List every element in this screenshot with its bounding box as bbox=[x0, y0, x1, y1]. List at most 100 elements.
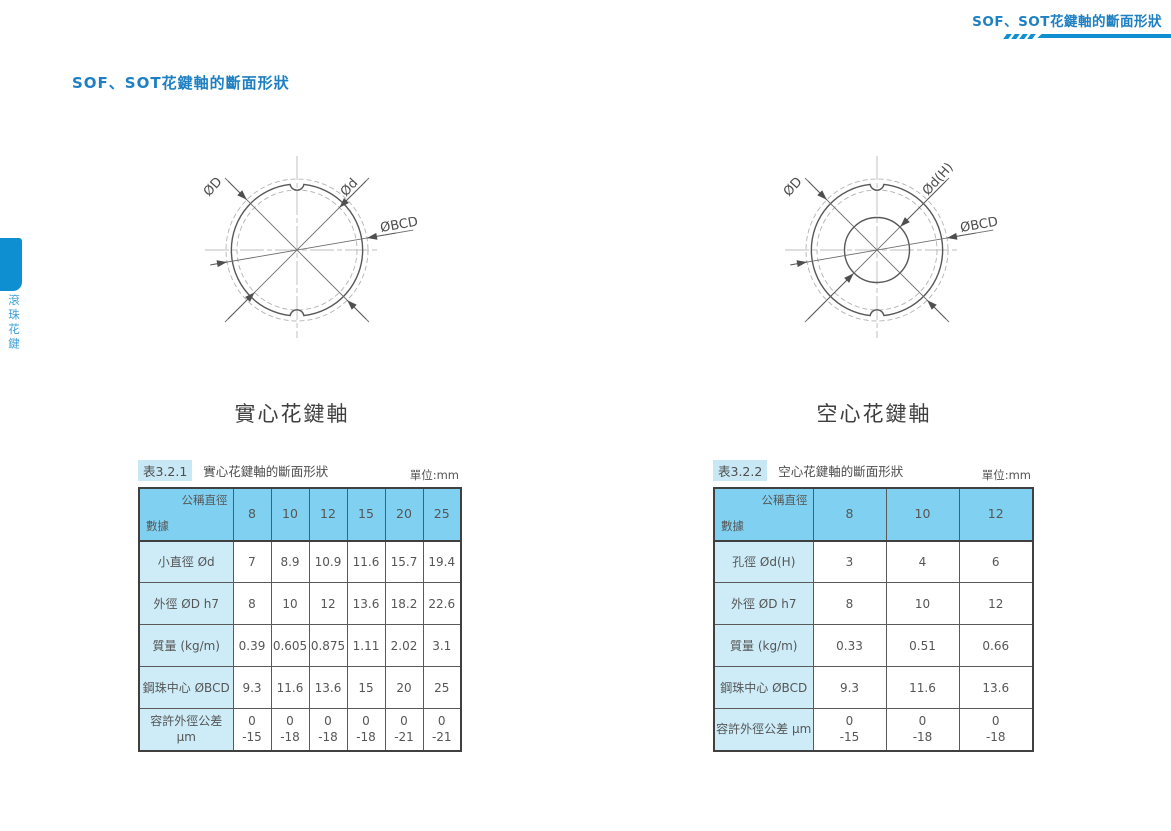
value-cell: 10.9 bbox=[308, 540, 348, 584]
corner-top-label: 公稱直徑 bbox=[181, 493, 228, 507]
value-cell: 1.11 bbox=[346, 624, 386, 668]
solid-shaft-title: 實心花鍵軸 bbox=[234, 402, 350, 426]
table-row: 質量 (kg/m) 0.39 0.605 0.875 1.11 2.02 3.1 bbox=[138, 624, 462, 668]
solid-shaft-diagram: ØD Ød ØBCD bbox=[201, 156, 419, 338]
value-cell: 3 bbox=[812, 540, 887, 584]
unit-label: 單位:mm bbox=[409, 468, 459, 482]
table-caption-row: 表3.2.1 實心花鍵軸的斷面形狀 單位:mm bbox=[138, 460, 460, 482]
value-cell: 20 bbox=[384, 666, 424, 710]
arrow bbox=[926, 299, 947, 320]
value-cell: 15 bbox=[346, 666, 386, 710]
table-row: 質量 (kg/m) 0.33 0.51 0.66 bbox=[713, 624, 1034, 668]
col-header: 10 bbox=[270, 487, 310, 542]
value-cell: 12 bbox=[958, 582, 1034, 626]
value-cell: 10 bbox=[270, 582, 310, 626]
col-header: 20 bbox=[384, 487, 424, 542]
value-cell: 12 bbox=[308, 582, 348, 626]
value-cell: 0 -21 bbox=[384, 708, 424, 752]
arrow bbox=[210, 260, 228, 268]
stripe-icon bbox=[1027, 33, 1036, 39]
shaft-outline bbox=[230, 183, 364, 317]
outer-envelope-circle bbox=[805, 178, 949, 322]
hollow-table-section: 表3.2.2 空心花鍵軸的斷面形狀 單位:mm 公稱直徑 數據 8 10 12 bbox=[713, 460, 1034, 752]
value-cell: 18.2 bbox=[384, 582, 424, 626]
value-cell: 2.02 bbox=[384, 624, 424, 668]
col-header: 8 bbox=[232, 487, 272, 542]
row-label: 孔徑 Ød(H) bbox=[713, 540, 814, 584]
arrow bbox=[346, 299, 367, 320]
header-rule bbox=[1003, 33, 1171, 39]
value-cell: 0 -15 bbox=[812, 708, 887, 752]
value-cell: 0.66 bbox=[958, 624, 1034, 668]
col-header: 15 bbox=[346, 487, 386, 542]
value-cell: 13.6 bbox=[346, 582, 386, 626]
row-label: 小直徑 Ød bbox=[138, 540, 234, 584]
header-rule-bar bbox=[1037, 33, 1171, 39]
value-cell: 0.605 bbox=[270, 624, 310, 668]
dim-label-od: ØD bbox=[201, 175, 226, 200]
arrow bbox=[807, 272, 855, 320]
hollow-shaft-diagram: ØD Ød(H) ØBCD bbox=[781, 156, 999, 338]
arrow bbox=[946, 232, 976, 240]
dim-label-bore: Ød(H) bbox=[920, 160, 957, 199]
value-cell: 25 bbox=[422, 666, 462, 710]
sidebar-chapter-label: 滾珠花鍵 bbox=[7, 294, 21, 352]
corner-bottom-label: 數據 bbox=[146, 519, 169, 534]
value-cell: 6 bbox=[958, 540, 1034, 584]
value-cell: 0.39 bbox=[232, 624, 272, 668]
value-cell: 8 bbox=[232, 582, 272, 626]
arrow bbox=[227, 180, 248, 201]
value-cell: 10 bbox=[885, 582, 960, 626]
unit-label: 單位:mm bbox=[981, 468, 1031, 482]
bore-circle bbox=[843, 216, 911, 284]
running-header: SOF、SOT花鍵軸的斷面形狀 bbox=[972, 14, 1162, 30]
solid-spline-table: 公稱直徑 數據 8 10 12 15 20 25 小直徑 Ød 7 8.9 10… bbox=[138, 487, 462, 752]
row-label: 鋼珠中心 ØBCD bbox=[713, 666, 814, 710]
value-cell: 8.9 bbox=[270, 540, 310, 584]
arrow bbox=[790, 260, 808, 268]
value-cell: 0 -21 bbox=[422, 708, 462, 752]
value-cell: 0 -18 bbox=[346, 708, 386, 752]
dim-label-bcd: ØBCD bbox=[379, 215, 419, 236]
sidebar-tab bbox=[0, 238, 22, 291]
col-header: 8 bbox=[812, 487, 887, 542]
value-cell: 19.4 bbox=[422, 540, 462, 584]
row-label: 容許外徑公差 μm bbox=[138, 708, 234, 752]
row-label: 質量 (kg/m) bbox=[713, 624, 814, 668]
row-label: 質量 (kg/m) bbox=[138, 624, 234, 668]
row-label: 外徑 ØD h7 bbox=[138, 582, 234, 626]
row-label: 外徑 ØD h7 bbox=[713, 582, 814, 626]
value-cell: 0 -15 bbox=[232, 708, 272, 752]
value-cell: 0 -18 bbox=[958, 708, 1034, 752]
table-row: 孔徑 Ød(H) 3 4 6 bbox=[713, 540, 1034, 584]
hollow-shaft-title: 空心花鍵軸 bbox=[816, 402, 932, 426]
dim-label-od: ØD bbox=[781, 175, 806, 200]
dim-label-dsmall: Ød bbox=[338, 176, 362, 200]
value-cell: 7 bbox=[232, 540, 272, 584]
corner-cell: 公稱直徑 數據 bbox=[138, 487, 234, 542]
arrow bbox=[807, 180, 828, 201]
col-header: 12 bbox=[958, 487, 1034, 542]
value-cell: 11.6 bbox=[270, 666, 310, 710]
corner-cell: 公稱直徑 數據 bbox=[713, 487, 814, 542]
table-caption: 實心花鍵軸的斷面形狀 bbox=[203, 464, 329, 479]
table-row: 容許外徑公差 μm 0 -15 0 -18 0 -18 0 -18 0 -21 … bbox=[138, 708, 462, 752]
value-cell: 0.875 bbox=[308, 624, 348, 668]
table-row: 外徑 ØD h7 8 10 12 13.6 18.2 22.6 bbox=[138, 582, 462, 626]
value-cell: 11.6 bbox=[346, 540, 386, 584]
table-row: 鋼珠中心 ØBCD 9.3 11.6 13.6 15 20 25 bbox=[138, 666, 462, 710]
table-caption-row: 表3.2.2 空心花鍵軸的斷面形狀 單位:mm bbox=[713, 460, 1032, 482]
col-header: 25 bbox=[422, 487, 462, 542]
row-label: 鋼珠中心 ØBCD bbox=[138, 666, 234, 710]
table-tag: 表3.2.2 bbox=[713, 460, 768, 481]
value-cell: 0.33 bbox=[812, 624, 887, 668]
arrow bbox=[339, 180, 367, 208]
table-row: 外徑 ØD h7 8 10 12 bbox=[713, 582, 1034, 626]
arrow bbox=[366, 232, 396, 240]
corner-top-label: 公稱直徑 bbox=[761, 493, 808, 507]
value-cell: 0 -18 bbox=[308, 708, 348, 752]
value-cell: 11.6 bbox=[885, 666, 960, 710]
solid-table-section: 表3.2.1 實心花鍵軸的斷面形狀 單位:mm 公稱直徑 數據 8 10 12 … bbox=[138, 460, 462, 752]
value-cell: 0 -18 bbox=[885, 708, 960, 752]
value-cell: 15.7 bbox=[384, 540, 424, 584]
